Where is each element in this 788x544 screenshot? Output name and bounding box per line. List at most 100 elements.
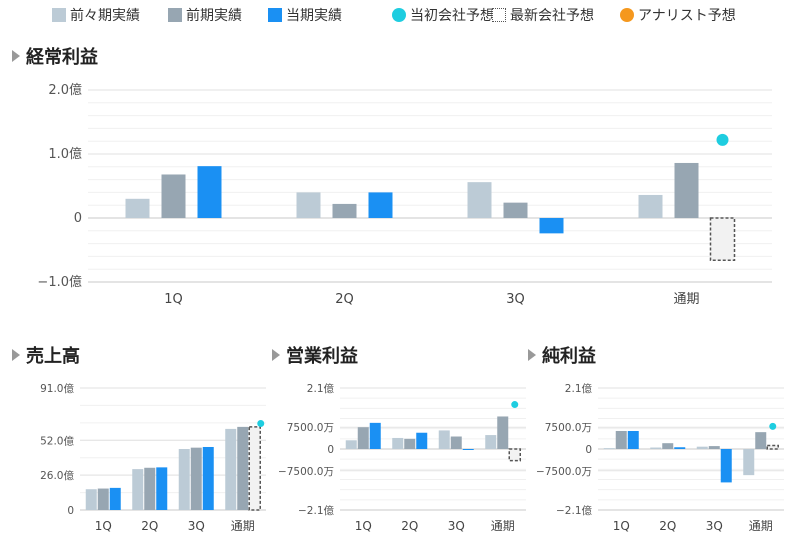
data-bar [369, 422, 381, 449]
data-bar [503, 202, 528, 218]
y-tick-label: 7500.0万 [545, 422, 592, 434]
latest-forecast-bar [248, 426, 261, 511]
y-tick-label: 0 [585, 444, 592, 456]
initial-forecast-point [511, 401, 519, 409]
ordinary-profit-chart: 2.0億 1.0億 0 −1.0億 1Q 2Q 3Q 通期 [37, 82, 772, 307]
legend-swatch [168, 8, 182, 22]
data-bar [125, 198, 150, 218]
net-profit-chart: 2.1億 7500.0万 0 −7500.0万 −2.1億 1Q 2Q 3Q 通期 [536, 382, 784, 533]
data-bar [85, 489, 97, 510]
data-bar [332, 203, 357, 218]
y-tick-label: −2.1億 [556, 504, 592, 517]
legend-item: 当初会社予想 [392, 5, 494, 25]
y-tick-label: 2.1億 [565, 382, 593, 395]
data-bar [202, 446, 214, 510]
latest-forecast-bar [766, 444, 779, 450]
legend-label: 前期実績 [186, 8, 242, 24]
data-bar [97, 488, 109, 510]
x-tick-label: 2Q [335, 292, 354, 307]
data-bar [603, 448, 615, 450]
x-tick-label: 3Q [706, 519, 723, 533]
data-bar [132, 469, 144, 510]
y-tick-label: 26.0億 [40, 469, 74, 482]
latest-forecast-bar [709, 217, 736, 261]
legend-label: 当期実績 [286, 8, 342, 24]
chart-title-text: 経常利益 [26, 47, 98, 68]
chart-legend: 前々期実績 前期実績 当期実績 当初会社予想 最新会社予想 アナリスト予想 [0, 0, 788, 30]
data-bar [485, 435, 497, 449]
initial-forecast-point [769, 422, 777, 430]
data-bar [416, 432, 428, 449]
legend-label: 前々期実績 [70, 8, 140, 24]
sales-chart: 91.0億 52.0億 26.0億 0 1Q 2Q 3Q 通期 [40, 382, 266, 533]
data-bar [156, 467, 168, 510]
data-bar [462, 449, 474, 450]
x-tick-label: 1Q [164, 292, 183, 307]
initial-forecast-point [716, 133, 729, 146]
x-tick-label: 3Q [506, 292, 525, 307]
data-bar [674, 162, 699, 218]
legend-label: 当初会社予想 [410, 8, 494, 24]
x-tick-label: 3Q [448, 519, 465, 533]
data-bar [696, 446, 708, 449]
data-bar [237, 426, 249, 510]
data-bar [450, 436, 462, 449]
data-bar [438, 430, 450, 449]
data-bar [720, 449, 732, 483]
legend-label: 最新会社予想 [510, 8, 594, 24]
operating-profit-chart: 2.1億 7500.0万 0 −7500.0万 −2.1億 1Q 2Q 3Q 通期 [278, 382, 526, 533]
legend-swatch [492, 8, 506, 22]
data-bar [190, 447, 202, 510]
data-bar [345, 440, 357, 449]
data-bar [225, 428, 237, 510]
legend-label: アナリスト予想 [638, 8, 736, 24]
x-tick-label: 通期 [749, 519, 773, 533]
chart-title-text: 営業利益 [286, 346, 358, 367]
x-tick-label: 通期 [231, 519, 255, 533]
legend-item: 前々期実績 [52, 5, 140, 25]
y-tick-label: 2.0億 [48, 82, 82, 98]
data-bar [392, 437, 404, 449]
y-tick-label: 2.1億 [307, 382, 335, 395]
data-bar [743, 449, 755, 476]
data-bar [467, 182, 492, 218]
x-tick-label: 通期 [491, 519, 515, 533]
y-tick-label: −7500.0万 [536, 466, 592, 478]
legend-swatch [268, 8, 282, 22]
chevron-right-icon [12, 50, 20, 62]
chart-title-sales: 売上高 [12, 342, 80, 368]
legend-item: 当期実績 [268, 5, 342, 25]
data-bar [708, 446, 720, 449]
data-bar [674, 447, 686, 449]
x-tick-label: 1Q [355, 519, 372, 533]
data-bar [650, 447, 662, 449]
y-tick-label: 91.0億 [40, 382, 74, 395]
chart-title-ordinary-profit: 経常利益 [12, 43, 98, 69]
legend-swatch [392, 8, 406, 22]
chart-title-text: 売上高 [26, 346, 80, 367]
data-bar [178, 449, 190, 510]
chevron-right-icon [12, 349, 20, 361]
chart-title-net-profit: 純利益 [528, 342, 596, 368]
y-tick-label: 0 [67, 505, 74, 517]
x-tick-label: 2Q [401, 519, 418, 533]
data-bar [497, 416, 509, 449]
x-tick-label: 1Q [95, 519, 112, 533]
x-tick-label: 1Q [613, 519, 630, 533]
x-tick-label: 2Q [141, 519, 158, 533]
data-bar [539, 218, 564, 234]
chart-title-text: 純利益 [542, 346, 596, 367]
data-bar [197, 166, 222, 218]
data-bar [296, 192, 321, 218]
data-bar [161, 174, 186, 218]
x-tick-label: 3Q [188, 519, 205, 533]
y-tick-label: −2.1億 [298, 504, 334, 517]
latest-forecast-bar [508, 448, 521, 462]
data-bar [627, 430, 639, 449]
legend-item: アナリスト予想 [620, 5, 736, 25]
chevron-right-icon [528, 349, 536, 361]
legend-item: 前期実績 [168, 5, 242, 25]
y-tick-label: −1.0億 [37, 274, 82, 290]
y-tick-label: 0 [327, 444, 334, 456]
data-bar [144, 467, 156, 510]
